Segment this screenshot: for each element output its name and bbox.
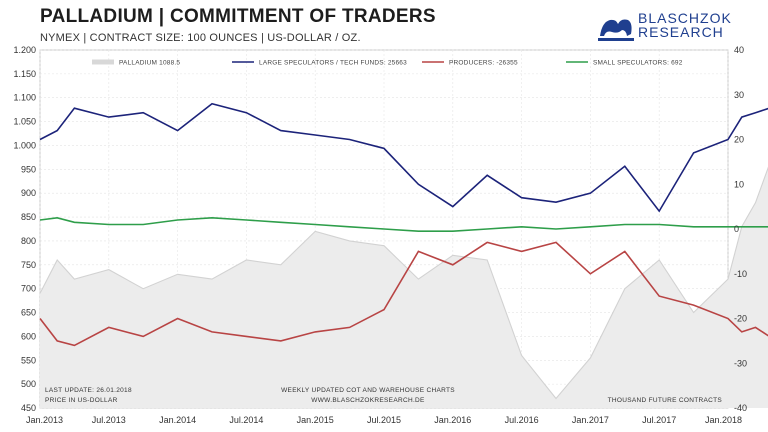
bull-bear-icon <box>598 19 634 41</box>
y-left-tick-label: 1.050 <box>13 117 36 127</box>
x-tick-label: Jan.2013 <box>26 415 63 425</box>
x-tick-label: Jul.2015 <box>367 415 401 425</box>
y-right-tick-label: 40 <box>734 45 744 55</box>
weekly-update-note: WEEKLY UPDATED COT AND WAREHOUSE CHARTS <box>281 387 455 394</box>
legend: PALLADIUM 1088.5 LARGE SPECULATORS / TECH… <box>92 59 683 67</box>
x-tick-label: Jan.2018 <box>705 415 742 425</box>
y-left-tick-label: 650 <box>21 308 36 318</box>
footer-notes: LAST UPDATE: 26.01.2018 PRICE IN US-DOLLA… <box>45 387 722 404</box>
series-area-0 <box>40 168 768 408</box>
series-line-3 <box>39 216 768 232</box>
x-tick-label: Jul.2013 <box>92 415 126 425</box>
y-left-tick-label: 700 <box>21 284 36 294</box>
x-tick-label: Jan.2015 <box>297 415 334 425</box>
brand-logo: BLASCHZOK RESEARCH <box>598 10 731 42</box>
logo-line2: RESEARCH <box>638 24 724 40</box>
y-left-tick-label: 450 <box>21 403 36 413</box>
series-layer <box>39 102 768 408</box>
y-right-tick-label: -20 <box>734 314 747 324</box>
legend-label: PRODUCERS: -26355 <box>449 60 518 67</box>
y-right-tick-label: 30 <box>734 90 744 100</box>
legend-label: PALLADIUM 1088.5 <box>119 60 180 67</box>
axes: 1.200 1.150 1.100 1.050 1.000 950 900 850 800 750… <box>13 45 747 425</box>
logo-text: BLASCHZOK RESEARCH <box>638 11 732 39</box>
y-left-tick-label: 950 <box>21 164 36 174</box>
y-left-tick-label: 1.200 <box>13 45 36 55</box>
website-note: WWW.BLASCHZOKRESEARCH.DE <box>311 397 425 404</box>
legend-label: LARGE SPECULATORS / TECH FUNDS: 25663 <box>259 60 407 67</box>
y-left-tick-label: 800 <box>21 236 36 246</box>
y-right-tick-label: -40 <box>734 403 747 413</box>
y-right-tick-label: 20 <box>734 135 744 145</box>
y-right-tick-label: 10 <box>734 179 744 189</box>
y-left-tick-label: 500 <box>21 379 36 389</box>
y-left-tick-label: 900 <box>21 188 36 198</box>
x-tick-label: Jan.2014 <box>159 415 196 425</box>
y-right-tick-label: 0 <box>734 224 739 234</box>
y-left-tick-label: 1.100 <box>13 93 36 103</box>
x-tick-label: Jul.2014 <box>229 415 263 425</box>
logo-line1: BLASCHZOK <box>638 10 732 26</box>
right-axis-unit-note: THOUSAND FUTURE CONTRACTS <box>608 397 723 404</box>
y-left-tick-label: 750 <box>21 260 36 270</box>
y-left-tick-label: 550 <box>21 355 36 365</box>
chart-subtitle: NYMEX | CONTRACT SIZE: 100 OUNCES | US-D… <box>40 32 361 44</box>
price-unit-note: PRICE IN US-DOLLAR <box>45 397 118 404</box>
series-line-0 <box>39 166 768 400</box>
legend-label: SMALL SPECULATORS: 692 <box>593 60 683 67</box>
x-tick-label: Jan.2016 <box>434 415 471 425</box>
y-right-tick-label: -30 <box>734 358 747 368</box>
x-tick-label: Jan.2017 <box>572 415 609 425</box>
y-left-tick-label: 850 <box>21 212 36 222</box>
y-left-tick-label: 1.150 <box>13 69 36 79</box>
y-left-tick-label: 600 <box>21 331 36 341</box>
y-right-tick-label: -10 <box>734 269 747 279</box>
y-left-tick-label: 1.000 <box>13 140 36 150</box>
series-line-2 <box>39 241 768 347</box>
x-tick-label: Jul.2017 <box>642 415 676 425</box>
last-update-note: LAST UPDATE: 26.01.2018 <box>45 387 132 394</box>
series-line-1 <box>39 102 768 213</box>
chart-title: PALLADIUM | COMMITMENT OF TRADERS <box>40 6 436 27</box>
x-tick-label: Jul.2016 <box>505 415 539 425</box>
